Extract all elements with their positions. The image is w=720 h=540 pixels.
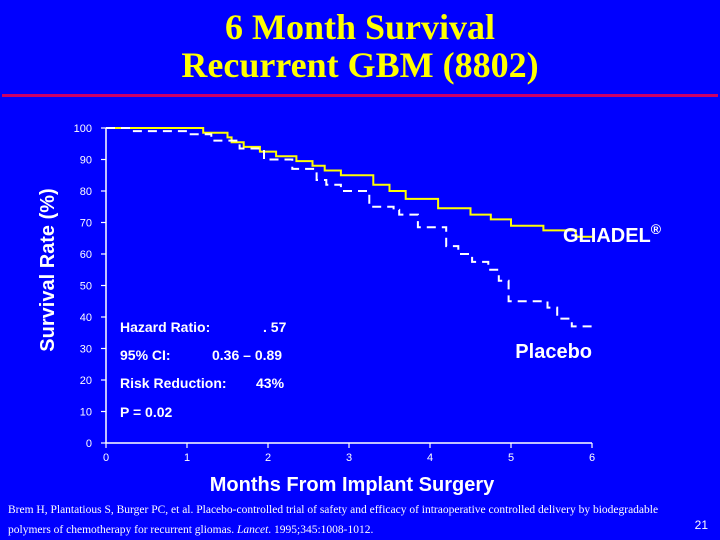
citation-journal: Lancet	[236, 524, 269, 536]
x-tick-label: 4	[427, 452, 433, 464]
slide-title-line2: Recurrent GBM (8802)	[181, 45, 539, 85]
risk-reduction-label: Risk Reduction:	[120, 375, 227, 391]
placebo-label: Placebo	[515, 341, 592, 363]
y-tick-label: 60	[80, 249, 92, 261]
x-tick-label: 5	[508, 452, 514, 464]
series-line-placebo	[106, 127, 592, 328]
y-tick-label: 10	[80, 407, 92, 419]
registered-mark: ®	[651, 221, 662, 237]
gliadel-label: GLIADEL®	[563, 221, 662, 247]
y-tick-label: 50	[80, 281, 92, 293]
y-ticks: 0 10 20 30 40 50 60 70 80 90 100	[74, 123, 106, 450]
x-tick-label: 3	[346, 452, 352, 464]
y-tick-label: 0	[86, 438, 92, 450]
ci-label: 95% CI:	[120, 347, 171, 363]
stats-annotation: Hazard Ratio: . 57 95% CI: 0.36 – 0.89 R…	[120, 319, 287, 420]
x-axis-label: Months From Implant Surgery	[210, 474, 495, 496]
citation-text: Brem H, Plantatious S, Burger PC, et al.…	[8, 504, 659, 536]
y-tick-label: 20	[80, 375, 92, 387]
series-layer	[106, 127, 592, 328]
hazard-ratio-value: . 57	[263, 319, 287, 335]
y-tick-label: 100	[74, 123, 92, 135]
slide-title-line1: 6 Month Survival	[224, 7, 496, 47]
citation-pages: . 1995;345:1008-1012.	[268, 524, 374, 536]
p-value: P = 0.02	[120, 404, 173, 420]
title-underline	[2, 94, 718, 97]
page-number: 21	[694, 518, 708, 532]
y-tick-label: 30	[80, 344, 92, 356]
y-tick-label: 80	[80, 186, 92, 198]
hazard-ratio-label: Hazard Ratio:	[120, 319, 210, 335]
citation: Brem H, Plantatious S, Burger PC, et al.…	[8, 500, 688, 540]
y-tick-label: 90	[80, 155, 92, 167]
y-tick-label: 40	[80, 312, 92, 324]
y-tick-label: 70	[80, 218, 92, 230]
ci-value: 0.36 – 0.89	[212, 347, 282, 363]
risk-reduction-value: 43%	[256, 375, 285, 391]
x-ticks: 0 1 2 3 4 5 6	[103, 443, 595, 464]
x-tick-label: 6	[589, 452, 595, 464]
y-axis-label: Survival Rate (%)	[37, 188, 59, 351]
x-tick-label: 0	[103, 452, 109, 464]
series-line-gliadel	[106, 127, 592, 238]
x-tick-label: 1	[184, 452, 190, 464]
x-tick-label: 2	[265, 452, 271, 464]
gliadel-label-text: GLIADEL	[563, 225, 651, 247]
